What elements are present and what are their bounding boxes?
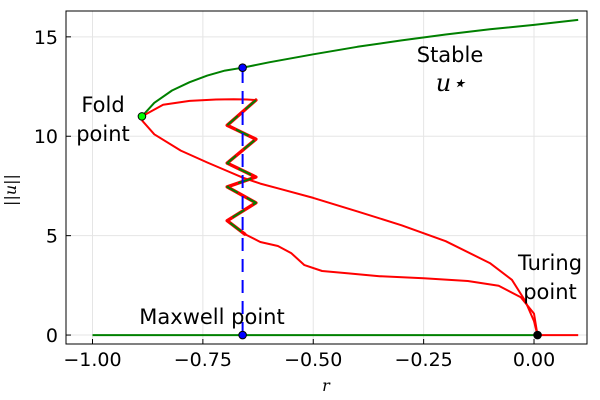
fold-annotation-line1: Fold xyxy=(81,93,124,117)
fold-annotation-line2: point xyxy=(76,122,130,146)
turing-annotation-line1: Turing xyxy=(517,251,582,275)
ticks: −1.00 −0.75 −0.50 −0.25 0.00 0 5 10 15 xyxy=(34,27,555,371)
y-tick-label: 5 xyxy=(46,226,58,248)
curves xyxy=(92,18,579,337)
maxwell-annotation: Maxwell point xyxy=(139,305,284,329)
y-axis-label: ||u|| xyxy=(1,174,20,206)
stable-curve xyxy=(141,18,579,118)
grid xyxy=(66,11,587,344)
unstable-curve xyxy=(141,98,256,118)
y-tick-label: 15 xyxy=(34,27,58,49)
turing-point xyxy=(533,330,542,340)
unstable-curve xyxy=(141,119,539,336)
x-axis-label: r xyxy=(322,376,331,395)
snake-stable-curve xyxy=(226,99,257,235)
maxwell-bottom-point xyxy=(238,330,247,340)
unstable-curve xyxy=(244,233,539,336)
y-tick-label: 0 xyxy=(46,325,58,347)
x-tick-label: −0.50 xyxy=(284,349,342,371)
y-tick-label: 10 xyxy=(34,126,58,148)
plot-frame xyxy=(65,10,588,345)
turing-annotation-line2: point xyxy=(523,280,577,304)
x-tick-label: −1.00 xyxy=(63,349,121,371)
fold-point xyxy=(137,112,147,121)
markers xyxy=(137,63,542,340)
stable-annotation: Stable xyxy=(417,43,484,67)
x-tick-label: −0.75 xyxy=(174,349,232,371)
maxwell-top-point xyxy=(238,63,247,72)
x-tick-label: 0.00 xyxy=(513,349,555,371)
u-star-annotation: u⋆ xyxy=(436,69,466,97)
x-tick-label: −0.25 xyxy=(395,349,453,371)
